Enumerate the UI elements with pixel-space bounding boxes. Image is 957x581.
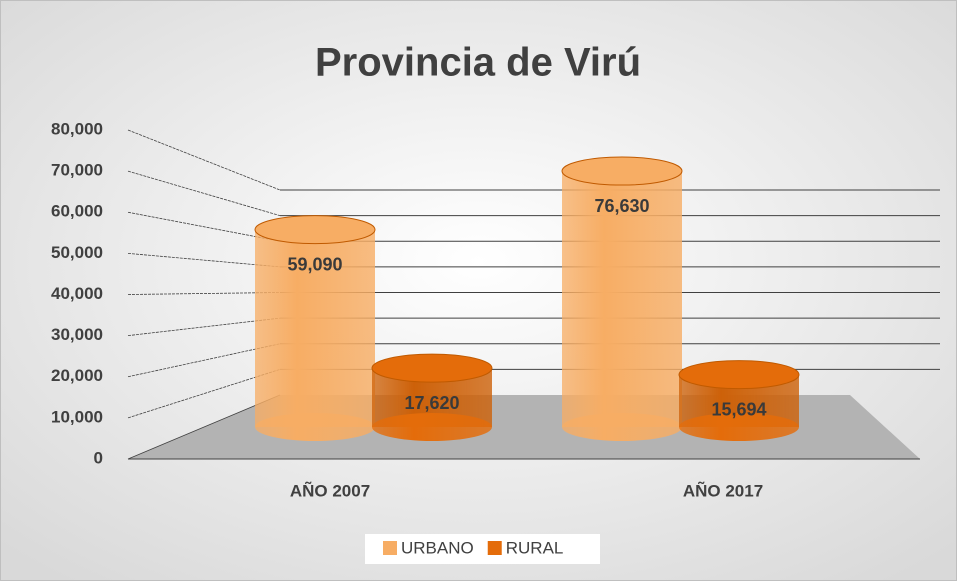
cylinder-body <box>255 229 375 427</box>
cylinder-top <box>561 156 683 186</box>
wall-line <box>127 368 281 419</box>
y-tick-label: 20,000 <box>51 366 103 385</box>
y-tick-label: 60,000 <box>51 202 103 221</box>
cylinder-top <box>371 353 493 383</box>
y-tick-label: 80,000 <box>51 119 103 138</box>
cylinder-body <box>562 171 682 427</box>
legend-swatch <box>383 541 397 555</box>
cylinder-bottom <box>372 413 492 441</box>
y-tick-label: 40,000 <box>51 284 103 303</box>
cylinder-bottom <box>562 413 682 441</box>
legend-label: URBANO <box>401 538 474 557</box>
legend-label: RURAL <box>506 538 564 557</box>
x-tick-label: AÑO 2007 <box>290 480 370 500</box>
cylinder-top <box>254 215 376 245</box>
y-tick-label: 0 <box>94 448 103 467</box>
wall-line <box>127 292 281 295</box>
cylinder-bottom <box>255 413 375 441</box>
wall-line <box>127 129 281 191</box>
wall-line <box>127 252 281 268</box>
wall-line <box>127 317 281 337</box>
chart-title: Provincia de Virú <box>315 41 641 85</box>
y-tick-label: 30,000 <box>51 325 103 344</box>
cylinder-top <box>678 360 800 390</box>
y-tick-label: 10,000 <box>51 407 103 426</box>
value-label: 76,630 <box>594 196 649 216</box>
y-tick-label: 50,000 <box>51 243 103 262</box>
wall-line <box>127 394 281 460</box>
wall-line <box>127 211 281 242</box>
y-tick-label: 70,000 <box>51 161 103 180</box>
value-label: 17,620 <box>404 393 459 413</box>
value-label: 59,090 <box>287 254 342 274</box>
legend-box <box>365 534 600 564</box>
wall-line <box>127 170 281 217</box>
legend-swatch <box>487 541 502 555</box>
x-tick-label: AÑO 2017 <box>683 480 763 500</box>
wall-line <box>127 343 281 378</box>
value-label: 15,694 <box>711 399 766 419</box>
cylinder-bottom <box>679 413 799 441</box>
